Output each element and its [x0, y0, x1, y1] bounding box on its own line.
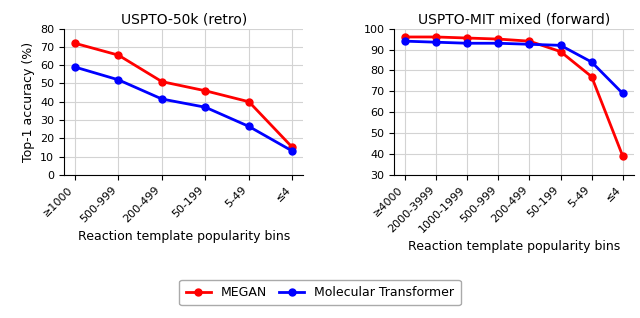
Title: USPTO-MIT mixed (forward): USPTO-MIT mixed (forward) [418, 12, 610, 26]
MEGAN [495, 37, 502, 41]
MEGAN [619, 154, 627, 158]
Molecular Transformer [71, 65, 79, 69]
MEGAN [557, 50, 564, 53]
Line: Molecular Transformer: Molecular Transformer [402, 38, 626, 97]
MEGAN [525, 39, 533, 43]
MEGAN [401, 35, 409, 39]
Molecular Transformer [433, 40, 440, 44]
MEGAN [71, 41, 79, 45]
MEGAN [433, 35, 440, 39]
Molecular Transformer [115, 78, 122, 82]
Molecular Transformer [401, 39, 409, 43]
Molecular Transformer [557, 44, 564, 47]
MEGAN [158, 80, 166, 84]
Molecular Transformer [619, 92, 627, 95]
Molecular Transformer [202, 105, 209, 109]
Line: MEGAN: MEGAN [402, 33, 626, 160]
Molecular Transformer [463, 41, 471, 45]
MEGAN [115, 53, 122, 57]
X-axis label: Reaction template popularity bins: Reaction template popularity bins [77, 230, 290, 243]
Molecular Transformer [289, 149, 296, 153]
MEGAN [463, 36, 471, 40]
MEGAN [289, 146, 296, 149]
Title: USPTO-50k (retro): USPTO-50k (retro) [120, 12, 247, 26]
MEGAN [202, 89, 209, 93]
Molecular Transformer [495, 41, 502, 45]
X-axis label: Reaction template popularity bins: Reaction template popularity bins [408, 240, 620, 253]
Y-axis label: Top-1 accuracy (%): Top-1 accuracy (%) [22, 42, 35, 162]
Line: Molecular Transformer: Molecular Transformer [72, 64, 296, 155]
MEGAN [245, 100, 253, 104]
Molecular Transformer [588, 60, 595, 64]
Line: MEGAN: MEGAN [72, 40, 296, 151]
Legend: MEGAN, Molecular Transformer: MEGAN, Molecular Transformer [179, 280, 461, 305]
Molecular Transformer [158, 97, 166, 101]
Molecular Transformer [525, 42, 533, 46]
Molecular Transformer [245, 125, 253, 128]
MEGAN [588, 75, 595, 79]
